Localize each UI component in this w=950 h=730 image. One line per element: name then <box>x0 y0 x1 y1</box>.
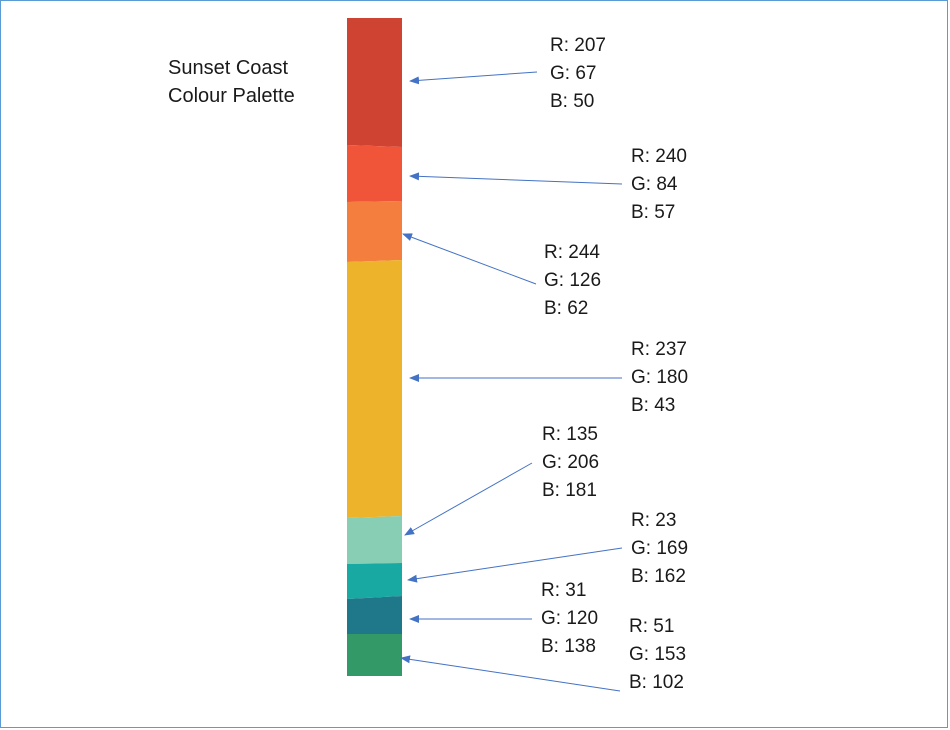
blue-value: B: 50 <box>550 91 595 112</box>
rgb-label-2: R: 240 G: 84 B: 57 <box>631 143 687 227</box>
green-value: G: 206 <box>542 452 600 473</box>
red-value: R: 207 <box>550 35 606 56</box>
red-value: R: 237 <box>631 339 687 360</box>
colour-swatch-2 <box>347 145 402 202</box>
red-value: R: 31 <box>541 580 587 601</box>
rgb-label-5: R: 135 G: 206 B: 181 <box>542 421 599 505</box>
pointer-arrow-1 <box>409 71 538 85</box>
pointer-arrow-6 <box>407 547 623 583</box>
red-value: R: 244 <box>544 242 600 263</box>
pointer-arrow-5 <box>404 462 533 536</box>
pointer-arrow-3 <box>402 233 537 285</box>
red-value: R: 240 <box>631 146 687 167</box>
colour-swatch-5 <box>347 516 402 564</box>
green-value: G: 126 <box>544 270 602 291</box>
green-value: G: 153 <box>629 644 687 665</box>
red-value: R: 135 <box>542 424 598 445</box>
rgb-label-3: R: 244 G: 126 B: 62 <box>544 239 601 323</box>
rgb-label-6: R: 23 G: 169 B: 162 <box>631 507 688 591</box>
colour-swatch-1 <box>347 18 402 147</box>
rgb-label-8: R: 51 G: 153 B: 102 <box>629 613 686 697</box>
colour-swatch-3 <box>347 201 402 262</box>
red-value: R: 23 <box>631 510 677 531</box>
pointer-arrows <box>400 71 623 692</box>
green-value: G: 84 <box>631 174 678 195</box>
blue-value: B: 138 <box>541 636 596 657</box>
palette-title-line-1: Sunset Coast <box>168 57 289 79</box>
rgb-label-7: R: 31 G: 120 B: 138 <box>541 577 598 661</box>
green-value: G: 169 <box>631 538 689 559</box>
blue-value: B: 102 <box>629 672 684 693</box>
green-value: G: 180 <box>631 367 689 388</box>
rgb-label-4: R: 237 G: 180 B: 43 <box>631 336 688 420</box>
pointer-arrow-2 <box>409 172 623 185</box>
rgb-label-1: R: 207 G: 67 B: 50 <box>550 32 606 116</box>
blue-value: B: 181 <box>542 480 597 501</box>
colour-strip <box>347 18 402 676</box>
blue-value: B: 57 <box>631 202 676 223</box>
colour-swatch-7 <box>347 596 402 634</box>
colour-swatch-8 <box>347 634 402 676</box>
green-value: G: 120 <box>541 608 599 629</box>
blue-value: B: 43 <box>631 395 676 416</box>
blue-value: B: 162 <box>631 566 686 587</box>
blue-value: B: 62 <box>544 298 589 319</box>
green-value: G: 67 <box>550 63 597 84</box>
palette-title-line-2: Colour Palette <box>168 85 295 107</box>
pointer-arrow-8 <box>400 655 621 692</box>
red-value: R: 51 <box>629 616 675 637</box>
colour-swatch-4 <box>347 260 402 518</box>
colour-swatch-6 <box>347 563 402 599</box>
palette-title: Sunset Coast Colour Palette <box>168 54 295 110</box>
